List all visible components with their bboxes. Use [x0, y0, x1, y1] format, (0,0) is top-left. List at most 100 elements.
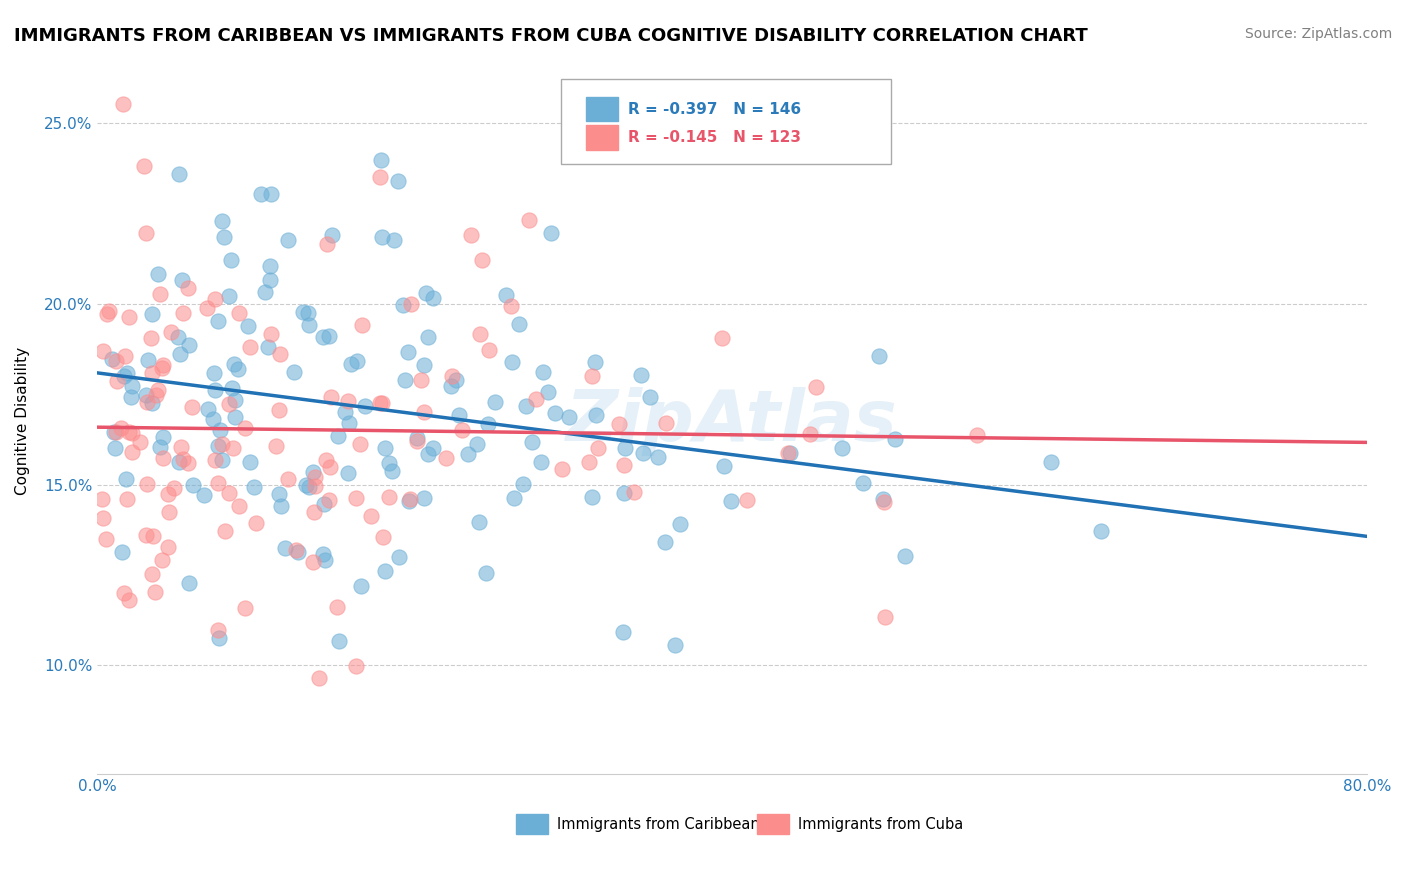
Point	[508, 317, 530, 331]
Point	[283, 365, 305, 379]
Point	[114, 349, 136, 363]
Point	[121, 445, 143, 459]
Point	[177, 281, 200, 295]
Point	[98, 304, 121, 318]
Point	[654, 416, 676, 430]
Point	[720, 494, 742, 508]
Point	[260, 327, 283, 342]
Point	[224, 410, 246, 425]
Point	[120, 390, 142, 404]
Point	[112, 586, 135, 600]
Point	[873, 495, 896, 509]
Text: R = -0.397   N = 146: R = -0.397 N = 146	[628, 102, 801, 117]
Point	[170, 441, 193, 455]
Point	[207, 314, 229, 328]
Point	[146, 267, 169, 281]
Point	[412, 405, 434, 419]
Point	[94, 532, 117, 546]
Point	[152, 451, 174, 466]
Point	[312, 330, 335, 344]
Point	[274, 541, 297, 556]
Point	[450, 423, 472, 437]
Point	[654, 535, 676, 549]
Point	[135, 528, 157, 542]
Point	[208, 423, 231, 437]
Point	[468, 326, 491, 341]
Point	[142, 529, 165, 543]
Point	[318, 328, 340, 343]
Point	[221, 381, 243, 395]
Point	[149, 287, 172, 301]
Point	[152, 358, 174, 372]
Point	[711, 331, 734, 345]
Point	[259, 273, 281, 287]
Point	[115, 472, 138, 486]
Point	[418, 447, 440, 461]
Point	[415, 286, 437, 301]
Point	[350, 579, 373, 593]
Point	[285, 543, 308, 558]
Point	[664, 638, 686, 652]
Point	[105, 354, 128, 368]
Point	[371, 530, 394, 544]
Point	[111, 97, 134, 112]
Point	[110, 420, 132, 434]
Point	[169, 347, 191, 361]
Point	[245, 516, 267, 530]
Point	[399, 492, 422, 507]
Point	[177, 576, 200, 591]
Point	[501, 355, 523, 369]
Point	[475, 566, 498, 580]
Point	[883, 433, 905, 447]
Point	[297, 306, 319, 320]
Point	[387, 174, 409, 188]
Point	[304, 478, 326, 492]
Point	[374, 564, 396, 578]
Point	[326, 600, 349, 615]
Point	[319, 390, 342, 404]
Text: IMMIGRANTS FROM CARIBBEAN VS IMMIGRANTS FROM CUBA COGNITIVE DISABILITY CORRELATI: IMMIGRANTS FROM CARIBBEAN VS IMMIGRANTS …	[14, 27, 1088, 45]
Point	[181, 477, 204, 491]
Point	[422, 441, 444, 455]
Point	[515, 400, 537, 414]
Point	[314, 497, 336, 511]
Point	[260, 186, 283, 201]
Point	[557, 410, 579, 425]
Point	[228, 306, 250, 320]
Point	[319, 460, 342, 475]
Point	[585, 408, 607, 422]
Point	[222, 357, 245, 371]
Point	[195, 301, 218, 315]
Point	[374, 441, 396, 455]
Text: ZipAtlas: ZipAtlas	[567, 387, 898, 456]
Point	[465, 437, 488, 451]
Point	[211, 214, 233, 228]
Point	[368, 396, 391, 410]
Text: Source: ZipAtlas.com: Source: ZipAtlas.com	[1244, 27, 1392, 41]
Point	[612, 624, 634, 639]
Point	[226, 361, 249, 376]
Point	[207, 475, 229, 490]
Point	[269, 402, 291, 417]
Point	[114, 369, 136, 384]
Point	[647, 450, 669, 465]
Point	[219, 252, 242, 267]
Point	[312, 547, 335, 561]
Point	[180, 400, 202, 414]
Point	[121, 379, 143, 393]
Point	[344, 491, 367, 505]
Point	[517, 213, 540, 227]
Point	[779, 446, 801, 460]
Point	[212, 229, 235, 244]
Point	[141, 367, 163, 381]
Point	[121, 425, 143, 440]
Point	[301, 465, 323, 479]
Point	[172, 451, 194, 466]
Point	[638, 390, 661, 404]
Point	[530, 455, 553, 469]
Point	[207, 439, 229, 453]
Point	[308, 671, 330, 685]
Point	[457, 448, 479, 462]
Point	[631, 446, 654, 460]
Point	[623, 485, 645, 500]
